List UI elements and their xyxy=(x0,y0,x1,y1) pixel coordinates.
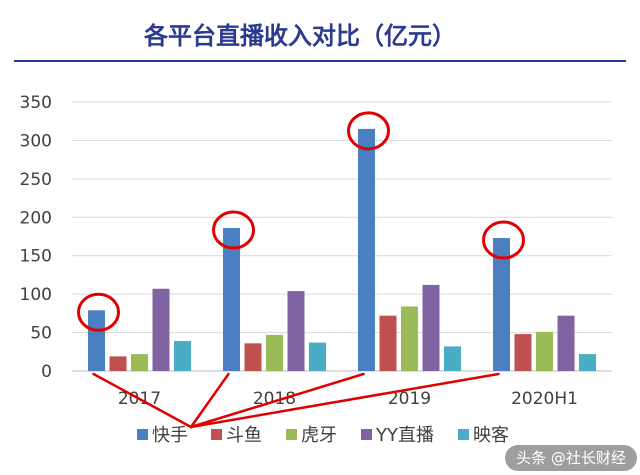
bar-快手-2019 xyxy=(358,128,375,371)
legend-swatch-YY直播 xyxy=(361,429,372,440)
x-axis: 2017201820192020H1 xyxy=(118,389,578,409)
bar-映客-2019 xyxy=(444,346,461,371)
legend-label-映客: 映客 xyxy=(473,425,509,446)
bar-虎牙-2020H1 xyxy=(536,331,553,371)
bar-斗鱼-2019 xyxy=(379,315,397,371)
bar-快手-2018 xyxy=(223,228,240,371)
bar-映客-2017 xyxy=(174,341,191,371)
y-tick-label-0: 0 xyxy=(41,362,52,382)
bar-YY直播-2019 xyxy=(422,284,440,371)
legend-label-YY直播: YY直播 xyxy=(375,425,434,446)
legend-label-虎牙: 虎牙 xyxy=(301,425,337,446)
watermark-background xyxy=(505,445,637,471)
bars xyxy=(88,128,596,371)
watermark-text: 头条 @社长财经 xyxy=(516,449,626,467)
y-tick-label-200: 200 xyxy=(20,208,52,228)
x-tick-label-2020H1: 2020H1 xyxy=(511,389,578,409)
legend-swatch-虎牙 xyxy=(286,429,297,440)
legend-swatch-快手 xyxy=(137,429,148,440)
bar-虎牙-2018 xyxy=(266,334,283,371)
y-tick-label-150: 150 xyxy=(20,247,52,267)
bar-YY直播-2018 xyxy=(287,291,305,371)
highlight-connector-2017 xyxy=(92,372,193,429)
legend-swatch-斗鱼 xyxy=(211,429,222,440)
bar-虎牙-2019 xyxy=(401,306,418,371)
y-axis-tick-labels: 0 50 100 150 200 250 300 350 xyxy=(20,93,52,382)
y-tick-label-100: 100 xyxy=(20,285,52,305)
highlight-annotations xyxy=(77,111,525,429)
x-tick-label-2019: 2019 xyxy=(388,389,431,409)
y-tick-label-350: 350 xyxy=(20,93,52,113)
y-tick-label-50: 50 xyxy=(30,324,52,344)
bar-斗鱼-2017 xyxy=(109,356,127,371)
bar-快手-2017 xyxy=(88,310,105,371)
y-tick-label-300: 300 xyxy=(20,131,52,151)
bar-YY直播-2017 xyxy=(152,288,170,371)
highlight-connector-2020H1 xyxy=(189,372,500,429)
y-tick-label-250: 250 xyxy=(20,170,52,190)
bar-斗鱼-2020H1 xyxy=(514,334,532,371)
watermark: 头条 @社长财经 xyxy=(505,445,637,471)
bar-虎牙-2017 xyxy=(131,354,148,371)
bar-斗鱼-2018 xyxy=(244,343,262,371)
highlight-connector-2019 xyxy=(189,372,365,429)
legend-label-斗鱼: 斗鱼 xyxy=(226,425,262,446)
title-underline xyxy=(14,60,626,62)
highlight-circle-2017 xyxy=(77,292,120,332)
legend-swatch-映客 xyxy=(458,429,469,440)
bar-映客-2018 xyxy=(309,342,326,371)
bar-YY直播-2020H1 xyxy=(557,315,575,371)
highlight-circle-2019 xyxy=(347,111,390,151)
chart-title: 各平台直播收入对比（亿元） xyxy=(143,22,456,50)
legend-label-快手: 快手 xyxy=(152,425,188,446)
highlight-circle-2018 xyxy=(212,210,255,250)
bar-映客-2020H1 xyxy=(579,354,596,371)
chart-header: 各平台直播收入对比（亿元） xyxy=(14,22,626,62)
legend: 快手 斗鱼 虎牙 YY直播 映客 xyxy=(137,425,509,446)
highlight-connector-2018 xyxy=(189,372,230,429)
bar-快手-2020H1 xyxy=(493,238,510,371)
highlight-circle-2020H1 xyxy=(482,220,525,260)
